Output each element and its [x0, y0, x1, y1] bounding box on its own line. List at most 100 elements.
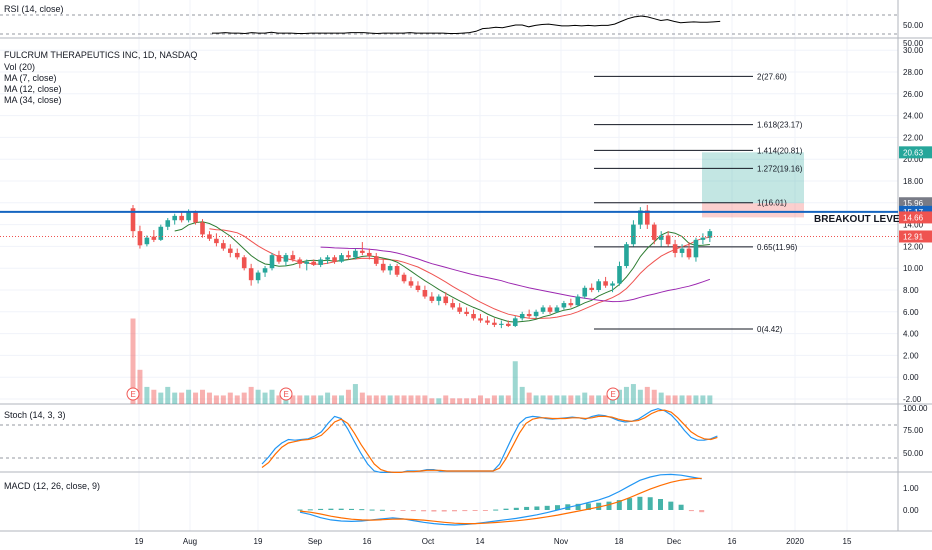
price-axis-tick: 4.00	[903, 330, 919, 339]
indicator-legend-ma7[interactable]: MA (7, close)	[4, 73, 57, 83]
candle-body	[554, 307, 560, 312]
candle-body	[401, 274, 407, 282]
candle-body	[700, 237, 706, 240]
candle-body	[512, 318, 518, 326]
candle-body	[228, 248, 233, 253]
macd-hist-bar	[482, 510, 488, 511]
time-axis-tick: Nov	[554, 537, 568, 546]
volume-bar	[339, 395, 344, 404]
candle-body	[360, 250, 365, 253]
earnings-marker[interactable]: E	[126, 387, 140, 401]
volume-bar	[415, 395, 421, 404]
volume-bar	[637, 389, 643, 404]
target-zone[interactable]	[702, 152, 804, 204]
volume-bar	[311, 395, 317, 404]
macd-hist-bar	[699, 510, 705, 513]
volume-bar	[561, 395, 567, 404]
stop-zone[interactable]	[702, 203, 804, 218]
price-tag: 20.63	[899, 146, 932, 159]
time-axis-tick: 14	[476, 537, 485, 546]
fib-level-label: 2(27.60)	[757, 72, 787, 81]
price-axis-tick: 14.00	[903, 221, 924, 230]
time-axis-tick: Oct	[422, 537, 435, 546]
macd-hist-bar	[328, 508, 334, 510]
macd-pane[interactable]: MACD (12, 26, close, 9) 1.00 0.00	[4, 473, 919, 526]
candle-body	[679, 248, 685, 253]
volume-bar	[151, 389, 157, 404]
volume-bar	[345, 389, 351, 404]
ma-34-line	[320, 246, 711, 303]
volume-bar	[137, 369, 143, 404]
volume-bar	[582, 392, 588, 404]
candle-body	[436, 296, 442, 301]
earnings-icon[interactable]	[606, 387, 620, 401]
candle-body	[624, 244, 629, 267]
stoch-pane[interactable]: Stoch (14, 3, 3) 100.00 75.00 50.00	[0, 404, 928, 473]
volume-bar	[144, 386, 150, 404]
fib-level-label: 1.414(20.81)	[757, 146, 803, 155]
candle-body	[207, 234, 212, 239]
indicator-legend-ma12[interactable]: MA (12, close)	[4, 84, 62, 94]
earnings-marker[interactable]: E	[606, 387, 620, 401]
volume-bar	[547, 395, 553, 404]
price-tag-text: 15.96	[903, 199, 924, 208]
candle-body	[179, 215, 184, 221]
macd-hist-bar	[616, 500, 622, 510]
volume-bar	[325, 392, 331, 404]
earnings-marker[interactable]: E	[279, 387, 293, 401]
time-axis-tick: 16	[728, 537, 737, 546]
macd-hist-bar	[647, 497, 653, 510]
stoch-axis-tick: 75.00	[903, 426, 924, 435]
earnings-icon[interactable]	[126, 387, 140, 401]
indicator-legend-vol[interactable]: Vol (20)	[4, 62, 35, 72]
stoch-axis-tick: 50.00	[903, 449, 924, 458]
price-axis-tick: 28.00	[903, 68, 924, 77]
volume-bar	[234, 395, 240, 404]
volume-bar	[297, 395, 303, 404]
time-axis-tick: Sep	[308, 537, 323, 546]
volume-bar	[359, 392, 365, 404]
volume-bar	[429, 398, 435, 404]
time-axis[interactable]: 19 Aug 19 Sep 16 Oct 14 Nov 18 Dec 16 2020 15	[135, 537, 852, 546]
stoch-d-line	[261, 409, 718, 473]
volume-bar	[213, 395, 219, 404]
macd-hist-bar	[678, 504, 684, 510]
candle-body	[394, 266, 400, 275]
volume-bar	[380, 395, 386, 404]
volume-bar	[387, 395, 393, 404]
candle-body	[665, 235, 671, 245]
volume-bar	[436, 398, 442, 404]
main-pane[interactable]: FULCRUM THERAPEUTICS INC, 1D, NASDAQ Vol…	[0, 46, 932, 404]
rsi-pane[interactable]: RSI (14, close) 50.00 50.00	[0, 4, 924, 48]
candle-body	[151, 236, 157, 240]
volume-bar	[422, 395, 428, 404]
indicator-legend-ma34[interactable]: MA (34, close)	[4, 95, 62, 105]
candle-body	[221, 243, 226, 249]
volume-bar	[262, 392, 268, 404]
earnings-icon[interactable]	[279, 387, 293, 401]
volume-bar	[227, 392, 233, 404]
macd-hist-bar	[297, 509, 303, 511]
candle-body	[603, 281, 608, 286]
price-axis-tick: 2.00	[903, 351, 919, 360]
macd-hist-bar	[400, 510, 406, 511]
volume-bar	[241, 392, 247, 404]
volume-bar	[540, 395, 546, 404]
candle-body	[172, 215, 177, 221]
stoch-axis-tick: 100.00	[903, 404, 928, 413]
candle-body	[617, 266, 622, 284]
candle-body	[137, 231, 143, 246]
volume-bar	[255, 389, 261, 404]
rsi-axis-tick: 50.00	[903, 21, 924, 30]
macd-axis-tick: 1.00	[903, 484, 919, 493]
candle-body	[276, 255, 282, 262]
candle-body	[693, 239, 699, 258]
macd-hist-bar	[544, 505, 550, 510]
price-tag: 14.66	[899, 211, 932, 224]
volume-bar	[693, 395, 699, 404]
macd-hist-bar	[606, 501, 612, 510]
macd-hist-bar	[349, 508, 354, 510]
macd-hist-bar	[369, 509, 375, 511]
